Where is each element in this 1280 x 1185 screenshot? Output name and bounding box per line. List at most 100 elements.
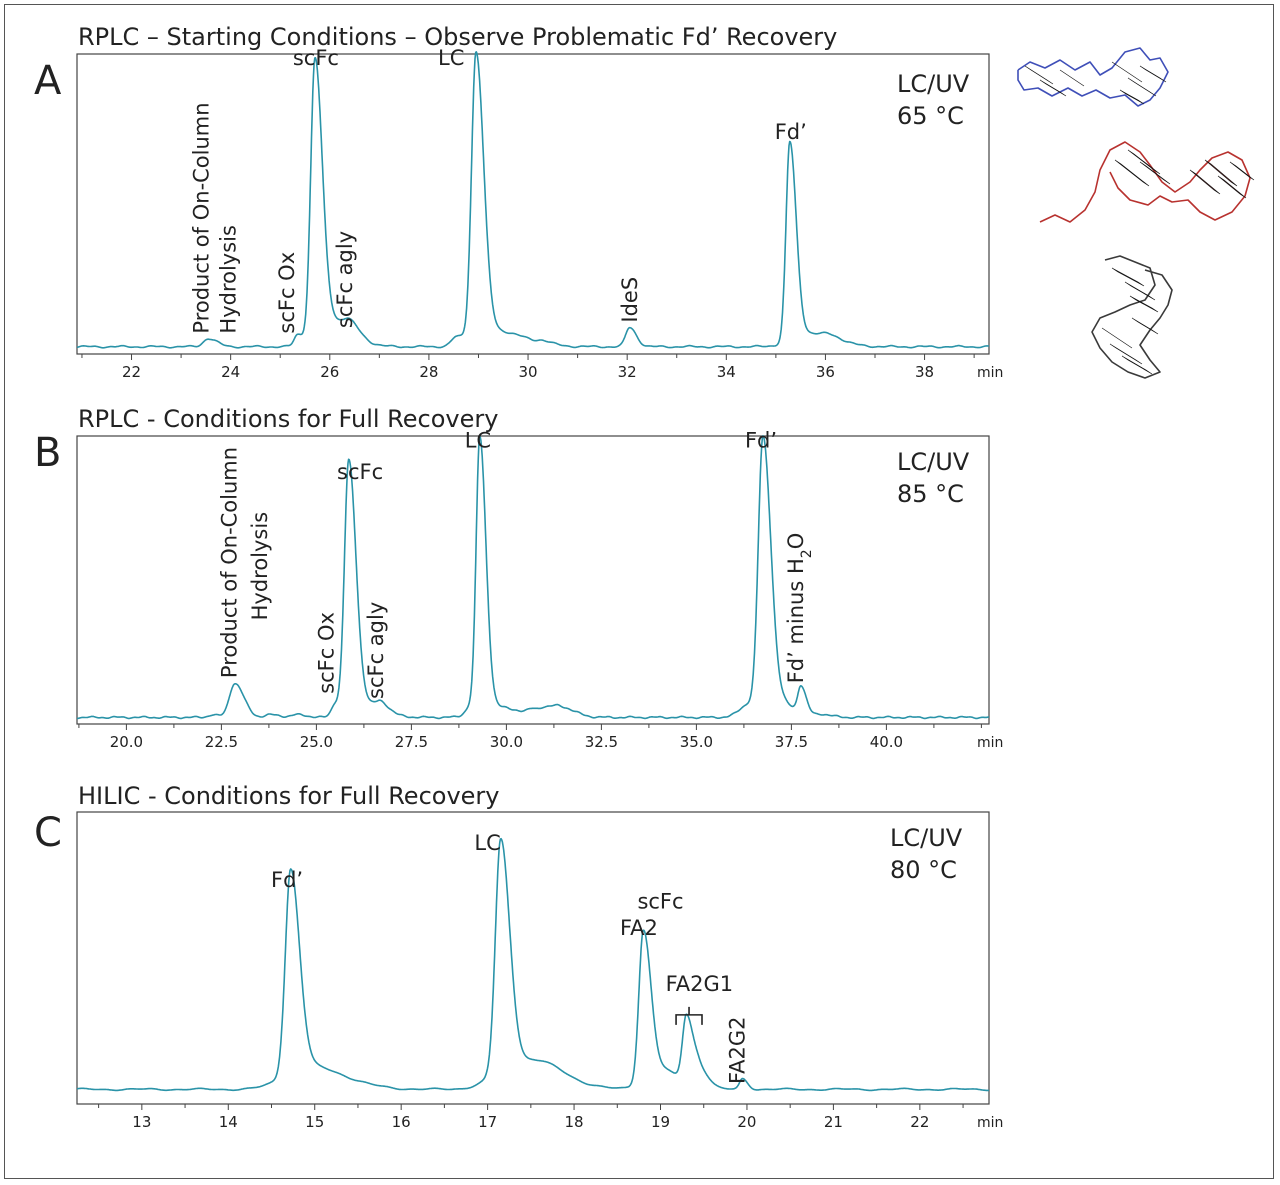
beta-strand: [1119, 89, 1145, 105]
panel-a: RPLC – Starting Conditions – Observe Pro…: [34, 23, 1003, 381]
x-tick-label: 25.0: [300, 733, 333, 751]
x-tick-label: 14: [219, 1113, 238, 1131]
x-tick-label: 13: [132, 1113, 151, 1131]
peak-label: scFc: [637, 889, 683, 913]
beta-strand: [1129, 295, 1159, 313]
peak-label: IdeS: [618, 277, 642, 323]
x-tick-label: 28: [419, 363, 438, 381]
x-tick-label: 15: [305, 1113, 324, 1131]
peak-label-text: Product of On-Column: [218, 447, 242, 678]
beta-strand: [1139, 65, 1167, 83]
x-tick-label: 27.5: [395, 733, 428, 751]
x-tick-label: 30.0: [490, 733, 523, 751]
x-tick-label: 16: [392, 1113, 411, 1131]
peak-label-text: scFc: [637, 889, 683, 913]
ribbon-backbone: [1039, 141, 1251, 223]
peak-label-text: Fd’ minus H: [784, 558, 808, 683]
peak-label-text: Fd’: [271, 868, 303, 892]
fa2g1-bracket: [675, 1006, 703, 1025]
peak-label: LC: [474, 831, 500, 855]
x-unit-label: min: [977, 735, 1003, 751]
x-tick-label: 17: [478, 1113, 497, 1131]
peak-label-text: Hydrolysis: [217, 225, 241, 334]
peak-label-text: Hydrolysis: [248, 512, 272, 621]
peak-label-text: scFc Ox: [275, 252, 299, 334]
x-tick-label: 20.0: [110, 733, 143, 751]
panels-group: RPLC – Starting Conditions – Observe Pro…: [34, 23, 1003, 1131]
chromatogram-trace: [76, 837, 990, 1092]
beta-strand: [1059, 69, 1085, 87]
panel-b: RPLC - Conditions for Full Recovery B LC/U…: [34, 405, 1003, 751]
peak-label-text: FA2: [620, 916, 658, 940]
peak-label-text: scFc agly: [364, 602, 388, 699]
x-unit-label: min: [977, 1115, 1003, 1131]
condition-label: LC/UV: [897, 70, 970, 98]
plot-frame: [76, 811, 990, 1105]
peak-label-text: IdeS: [618, 277, 642, 323]
peak-label: scFc: [293, 46, 339, 70]
peak-label: FA2G1: [666, 972, 734, 996]
peak-label: Product of On-Column: [218, 447, 242, 678]
gray-ribbon-structure: [1091, 255, 1173, 379]
x-tick-label: 21: [824, 1113, 843, 1131]
peak-label: Hydrolysis: [217, 225, 241, 334]
beta-strand: [1124, 281, 1156, 301]
x-tick-label: 24: [221, 363, 240, 381]
figure-frame: [4, 4, 1274, 1179]
panel-title: RPLC - Conditions for Full Recovery: [78, 405, 498, 433]
chromatogram-trace: [76, 51, 990, 349]
beta-strand: [1217, 175, 1247, 199]
beta-strand: [1114, 159, 1150, 187]
beta-strand: [1127, 149, 1161, 175]
panel-letter: C: [34, 810, 62, 856]
plot-frame: [76, 53, 990, 355]
x-tick-label: 19: [651, 1113, 670, 1131]
condition-label: LC/UV: [897, 448, 970, 476]
x-tick-label: 20: [737, 1113, 756, 1131]
peak-label: Product of On-Column: [189, 102, 213, 333]
panel-title: HILIC - Conditions for Full Recovery: [78, 782, 500, 810]
peak-label: scFc agly: [333, 231, 357, 328]
peak-label: LC: [438, 46, 464, 70]
peak-label-suffix: O: [784, 533, 808, 550]
x-tick-label: 38: [915, 363, 934, 381]
peak-label-text: FA2G2: [725, 1016, 749, 1084]
peak-label: scFc Ox: [315, 612, 339, 694]
x-tick-label: 18: [565, 1113, 584, 1131]
peak-label-text: Fd’: [775, 120, 807, 144]
plot-frame: [76, 435, 990, 725]
peak-label: scFc Ox: [275, 252, 299, 334]
peak-label: Hydrolysis: [248, 512, 272, 621]
peak-label-text: scFc Ox: [315, 612, 339, 694]
beta-strand: [1189, 169, 1221, 195]
ribbon-backbone: [1091, 255, 1173, 379]
condition-label: 65 °C: [897, 102, 964, 130]
peak-label: Fd’: [745, 429, 777, 453]
beta-strand: [1109, 343, 1143, 365]
chromatogram-trace: [76, 435, 990, 720]
beta-strand: [1024, 65, 1054, 85]
x-tick-label: 26: [320, 363, 339, 381]
ribbon-backbone: [1017, 47, 1169, 107]
x-tick-label: 22: [122, 363, 141, 381]
peak-label: FA2: [620, 916, 658, 940]
protein-structures: [1017, 47, 1255, 379]
beta-strand: [1127, 77, 1157, 97]
peak-label: Fd’: [271, 868, 303, 892]
peak-label-text: Fd’: [745, 429, 777, 453]
x-tick-label: 22.5: [205, 733, 238, 751]
peak-label-text: LC: [474, 831, 500, 855]
condition-label: 85 °C: [897, 480, 964, 508]
peak-label: LC: [465, 429, 491, 453]
peak-label-text: FA2G1: [666, 972, 734, 996]
peak-label: Fd’ minus H2O: [784, 533, 815, 684]
beta-strand: [1131, 317, 1159, 335]
peak-label: Fd’: [775, 120, 807, 144]
peak-label-subscript: 2: [799, 549, 815, 558]
peak-label: FA2G2: [725, 1016, 749, 1084]
x-tick-label: 40.0: [870, 733, 903, 751]
beta-strand: [1039, 79, 1067, 97]
beta-strand: [1111, 267, 1145, 287]
red-ribbon-structure: [1039, 141, 1255, 223]
x-tick-label: 37.5: [775, 733, 808, 751]
